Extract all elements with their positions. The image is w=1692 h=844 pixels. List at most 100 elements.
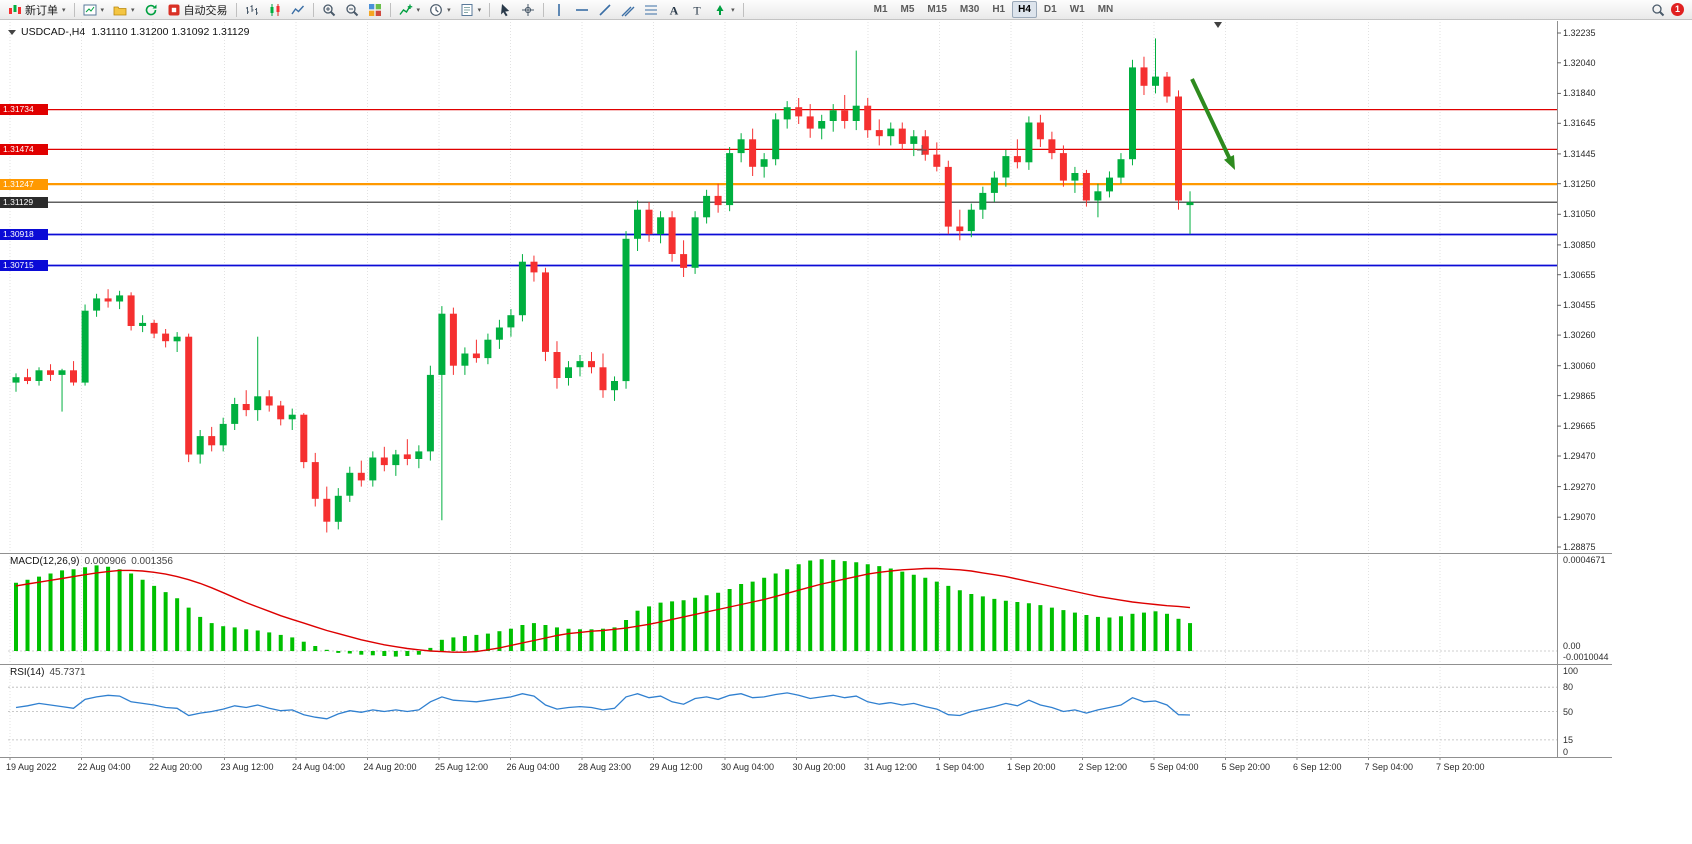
- timeframe-h1[interactable]: H1: [992, 4, 1006, 15]
- fibo-icon: [644, 3, 658, 17]
- timeframe-m1[interactable]: M1: [873, 4, 888, 15]
- horizontal-line-button[interactable]: [571, 1, 593, 19]
- annotations[interactable]: [917, 22, 1235, 170]
- fibonacci-button[interactable]: [640, 1, 662, 19]
- zoom-out-button[interactable]: [341, 1, 363, 19]
- bar-chart-button[interactable]: [241, 1, 263, 19]
- toolbar-separator: [543, 2, 545, 17]
- timeframe-w1[interactable]: W1: [1069, 4, 1085, 15]
- chevron-down-icon: ▾: [416, 6, 421, 14]
- level-price-tag[interactable]: 1.31734: [0, 104, 48, 116]
- toolbar-separator: [742, 2, 744, 17]
- toolbar-separator: [73, 2, 75, 17]
- rsi-panel: [8, 686, 1557, 741]
- candlestick-chart-button[interactable]: [264, 1, 286, 19]
- profiles-button[interactable]: ▾: [109, 1, 139, 19]
- auto-trading-button-label: 自动交易: [183, 4, 228, 17]
- indicators-icon: [398, 3, 413, 17]
- chevron-down-icon: ▾: [62, 6, 66, 14]
- equidistant-channel-button[interactable]: [617, 1, 639, 19]
- zoom-in-button[interactable]: [318, 1, 340, 19]
- chart-dropdown-icon[interactable]: [8, 30, 16, 35]
- new-chart-button[interactable]: ▾: [79, 1, 109, 19]
- timeframe-h4[interactable]: H4: [1012, 1, 1037, 18]
- zoom-out-icon: [345, 3, 359, 17]
- svg-text:T: T: [693, 3, 701, 17]
- main-toolbar: 新订单 ▾ ▾ ▾ 自动交易 ▾ ▾ ▾ A T ▾ M1 M5 M15 M30 H1 H4 D1 W1 MN 1: [0, 0, 1692, 20]
- zoom-in-icon: [322, 3, 336, 17]
- new-order-icon: [8, 3, 22, 17]
- timeframe-d1[interactable]: D1: [1043, 4, 1057, 15]
- macd-signal-line: [15, 567, 1191, 653]
- channel-icon: [621, 3, 635, 17]
- search-icon[interactable]: [1651, 3, 1665, 17]
- text-icon: A: [667, 3, 681, 17]
- periods-button[interactable]: ▾: [425, 1, 455, 19]
- autotrade-icon: [167, 3, 181, 17]
- arrows-icon: [713, 3, 727, 17]
- toolbar-right-group: 1: [1651, 3, 1688, 17]
- hline-icon: [575, 3, 589, 17]
- trend-arrow-head[interactable]: [1224, 155, 1235, 170]
- bars-chart-icon: [245, 3, 259, 17]
- timeframe-m15[interactable]: M15: [927, 4, 947, 15]
- trend-arrow-annotation[interactable]: [1190, 78, 1233, 161]
- notification-badge[interactable]: 1: [1671, 3, 1684, 16]
- crosshair-marker: [917, 145, 927, 155]
- toolbar-separator: [235, 2, 237, 17]
- trendline-icon: [598, 3, 612, 17]
- crosshair-icon: [521, 3, 535, 17]
- periods-icon: [429, 3, 443, 17]
- refresh-button[interactable]: [140, 1, 162, 19]
- level-price-tag[interactable]: 1.31474: [0, 143, 48, 155]
- chevron-down-icon: ▾: [131, 6, 135, 14]
- chevron-down-icon: ▾: [477, 6, 482, 14]
- profiles-icon: [113, 3, 127, 17]
- templates-button[interactable]: ▾: [456, 1, 486, 19]
- templates-icon: [460, 3, 474, 17]
- refresh-icon: [144, 3, 158, 17]
- arrows-button[interactable]: ▾: [709, 1, 739, 19]
- candlesticks: [12, 38, 1194, 533]
- rsi-line: [15, 692, 1191, 720]
- tile-windows-icon: [368, 3, 382, 17]
- indicators-button[interactable]: ▾: [395, 1, 425, 19]
- grid-lines: [9, 22, 1441, 760]
- level-price-tag[interactable]: 1.31247: [0, 178, 48, 190]
- vertical-line-button[interactable]: [548, 1, 570, 19]
- timeframe-m5[interactable]: M5: [900, 4, 915, 15]
- timeframe-m30[interactable]: M30: [959, 4, 980, 15]
- crosshair-button[interactable]: [517, 1, 539, 19]
- cursor-icon: [498, 3, 512, 17]
- new-order-button[interactable]: 新订单 ▾: [4, 1, 70, 19]
- toolbar-separator: [489, 2, 491, 17]
- current-price-tag[interactable]: 1.31129: [0, 196, 48, 208]
- timeframe-mn[interactable]: MN: [1097, 4, 1114, 15]
- toolbar-separator: [312, 2, 314, 17]
- label-icon: T: [690, 3, 704, 17]
- panel-frame: [0, 21, 1612, 758]
- text-button[interactable]: A: [663, 1, 685, 19]
- text-label-button[interactable]: T: [686, 1, 708, 19]
- macd-panel: [8, 559, 1557, 657]
- level-price-tag[interactable]: 1.30918: [0, 228, 48, 240]
- level-lines: [8, 108, 1557, 267]
- trendline-button[interactable]: [594, 1, 616, 19]
- new-order-button-label: 新订单: [25, 4, 58, 17]
- chart-shift-marker[interactable]: [1214, 22, 1222, 28]
- auto-trading-button[interactable]: 自动交易: [163, 1, 232, 19]
- level-price-tag[interactable]: 1.30715: [0, 260, 48, 272]
- vline-icon: [552, 3, 566, 17]
- svg-text:A: A: [670, 3, 679, 17]
- chevron-down-icon: ▾: [447, 6, 451, 14]
- tile-windows-button[interactable]: [364, 1, 386, 19]
- cursor-button[interactable]: [494, 1, 516, 19]
- chevron-down-icon: ▾: [731, 6, 735, 14]
- line-chart-icon: [290, 3, 305, 17]
- chart-window-icon: [83, 3, 97, 17]
- toolbar-separator: [389, 2, 391, 17]
- line-chart-button[interactable]: [287, 1, 309, 19]
- timeframe-toolbar: M1 M5 M15 M30 H1 H4 D1 W1 MN: [868, 1, 1120, 18]
